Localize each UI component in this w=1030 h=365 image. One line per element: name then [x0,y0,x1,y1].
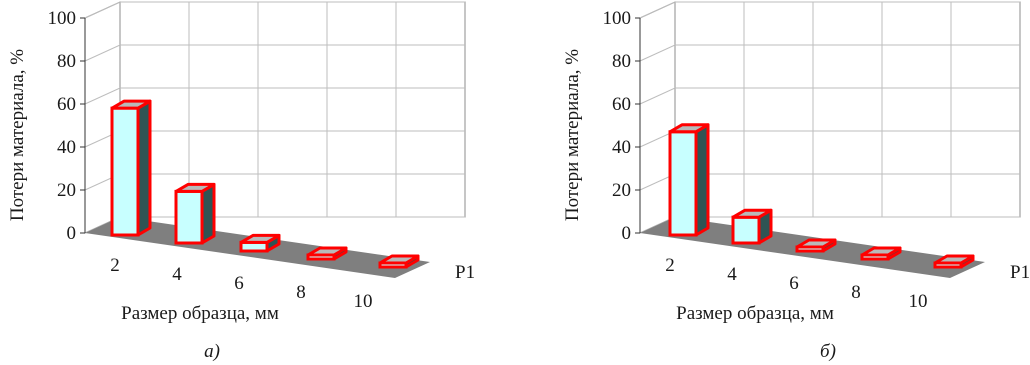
bar-8 [306,246,348,261]
back-wall [119,1,466,218]
x-tick-label: 10 [354,291,373,312]
bar-10 [933,254,975,269]
gridline-horizontal [84,87,465,105]
y-axis-title: Потери материала, % [562,49,583,221]
bar-top-face [378,254,420,265]
y-tick-label: 80 [57,51,76,72]
x-tick-label: 2 [665,255,675,276]
y-tick-label: 80 [612,51,631,72]
series-label: P1 [1010,262,1030,283]
x-tick-label: 6 [234,273,244,294]
series-label: P1 [455,262,475,283]
bar-4 [731,208,773,245]
bar-top-face [668,123,710,134]
y-tick-label: 20 [612,180,631,201]
bar-side-face [694,123,710,237]
chart-panel-1: 0 20 40 60 80 100 2 4 6 8 10 P1 Размер образца, мм По… [7,1,475,362]
bar-top-face [933,254,975,265]
bar-side-face [200,182,216,245]
bar-6 [795,238,837,253]
y-tick-label: 40 [57,137,76,158]
bar-6 [239,233,281,253]
bar-2 [668,123,710,237]
bar-top-face [306,246,348,257]
x-tick-label: 10 [909,291,928,312]
y-tick-label: 100 [48,8,77,29]
y-tick-label: 20 [57,180,76,201]
x-axis-title: Размер образца, мм [676,303,834,324]
bar-side-face [136,99,152,237]
x-tick-label: 4 [172,264,182,285]
bar-top-face [860,246,902,257]
bar-top-face [731,208,773,219]
y-tick-label: 40 [612,137,631,158]
panel-caption: б) [820,341,836,362]
gridline-horizontal [639,1,1020,19]
bar-front-face [110,106,140,237]
x-tick-label: 8 [851,282,861,303]
bar-top-face [110,99,152,110]
x-tick-label: 4 [727,264,737,285]
gridline-horizontal [84,1,465,19]
y-tick-label: 100 [603,8,632,29]
y-tick-label: 0 [622,223,632,244]
x-tick-label: 8 [296,282,306,303]
bar-front-face [668,130,698,237]
bar-top-face [174,182,216,193]
bar-front-face [731,215,761,245]
gridline-horizontal [639,87,1020,105]
back-wall [674,1,1021,218]
bar-10 [378,254,420,269]
bar-top-face [795,238,837,249]
gridline-horizontal [84,44,465,62]
y-tick-label: 0 [67,223,77,244]
x-tick-label: 6 [789,273,799,294]
x-axis-title: Размер образца, мм [121,303,279,324]
bar-8 [860,246,902,261]
bar-top-face [239,233,281,244]
panel-caption: а) [204,341,220,362]
gridline-horizontal [639,44,1020,62]
bar-2 [110,99,152,237]
y-tick-label: 60 [57,94,76,115]
bar-4 [174,182,216,245]
y-tick-label: 60 [612,94,631,115]
chart-panel-2: 0 20 40 60 80 100 2 4 6 8 10 P1 Размер образца, мм По… [562,1,1030,362]
bar-front-face [174,189,204,245]
x-tick-label: 2 [110,255,120,276]
y-axis-title: Потери материала, % [7,49,28,221]
